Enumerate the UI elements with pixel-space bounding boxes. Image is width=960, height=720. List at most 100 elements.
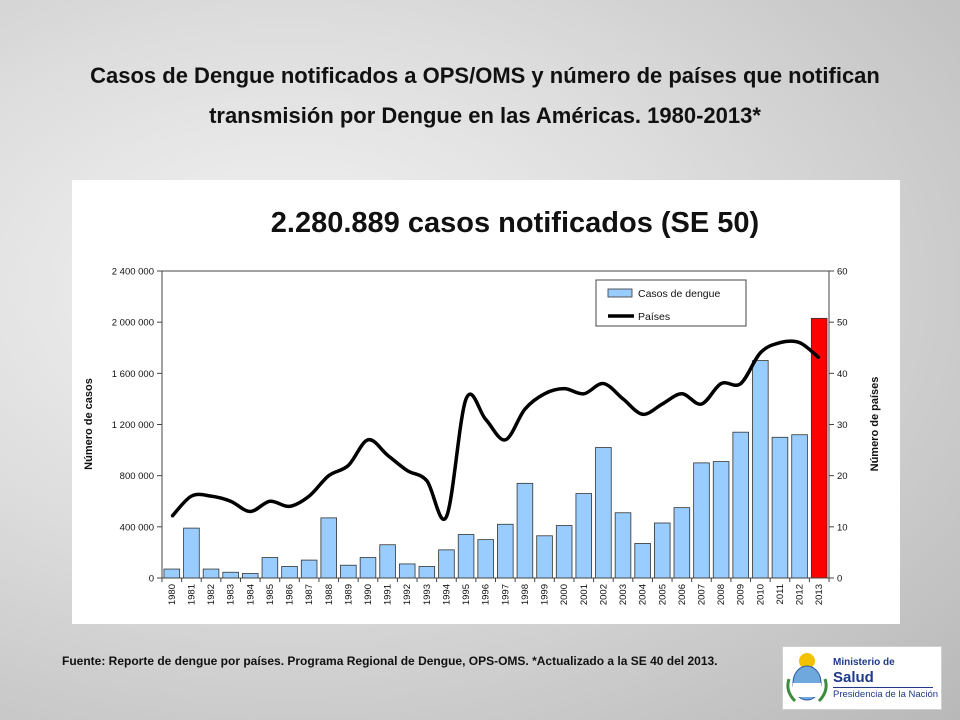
axes: 0 400 000 800 000 1 200 000 1 600 000 2 000 0… <box>112 267 848 606</box>
y-tick-label: 0 <box>149 574 154 585</box>
point-paises-2002 <box>602 382 605 385</box>
point-paises-1999 <box>543 393 546 395</box>
point-paises-1985 <box>269 500 271 503</box>
y2-tick-label: 40 <box>837 369 848 380</box>
legend-label-paises: Países <box>638 311 670 323</box>
footer-source: Fuente: Reporte de dengue por países. Pr… <box>62 654 718 668</box>
legend-swatch-casos <box>607 288 633 298</box>
series-line-paises <box>170 339 821 521</box>
x-tick-label: 1988 <box>324 584 335 605</box>
point-paises-1989 <box>347 464 350 467</box>
logo-line-ministerio: Ministerio de <box>833 657 895 668</box>
point-paises-1986 <box>288 505 291 508</box>
x-tick-label: 2002 <box>598 584 609 605</box>
bar-1994 <box>438 549 455 579</box>
logo-line-presidencia: Presidencia de la Nación <box>833 689 939 700</box>
x-tick-label: 1995 <box>461 584 472 605</box>
chart-title: 2.280.889 casos notificados (SE 50) <box>271 207 759 239</box>
bar-1988 <box>320 517 337 579</box>
bar-1984 <box>242 573 259 579</box>
ministry-logo: Ministerio de Salud Presidencia de la Na… <box>782 646 942 710</box>
point-paises-1983 <box>229 500 232 503</box>
bar-1999 <box>536 535 553 579</box>
bar-2010 <box>752 360 769 579</box>
point-paises-1993 <box>426 479 428 482</box>
y-tick-label: 2 400 000 <box>112 267 154 278</box>
y-tick-label: 1 200 000 <box>112 420 154 431</box>
bar-1989 <box>340 564 357 579</box>
x-tick-label: 1996 <box>481 584 492 605</box>
x-tick-label: 2005 <box>657 584 668 605</box>
x-tick-label: 1983 <box>226 584 237 605</box>
slide-title: Casos de Dengue notificados a OPS/OMS y … <box>90 63 880 128</box>
x-tick-label: 1987 <box>304 584 315 605</box>
coat-of-arms-icon <box>786 653 828 703</box>
x-tick-label: 2000 <box>559 584 570 605</box>
x-tick-label: 1981 <box>186 584 197 605</box>
point-paises-1980 <box>171 515 173 518</box>
point-paises-1998 <box>524 408 526 410</box>
point-paises-2007 <box>700 403 703 405</box>
point-paises-1996 <box>484 418 487 421</box>
point-paises-2003 <box>622 398 624 400</box>
x-tick-label: 2007 <box>696 584 707 605</box>
x-tick-label: 2006 <box>677 584 688 605</box>
x-tick-label: 1982 <box>206 584 217 605</box>
bar-2011 <box>771 436 789 579</box>
point-paises-1997 <box>504 439 507 441</box>
y-axis-label: Número de casos <box>83 378 95 470</box>
x-tick-label: 2008 <box>716 584 727 605</box>
y-tick-label: 1 600 000 <box>112 369 154 380</box>
logo-line-salud: Salud <box>833 669 874 686</box>
bar-1983 <box>222 571 239 579</box>
bar-1992 <box>398 563 416 579</box>
x-tick-label: 2012 <box>795 584 806 605</box>
x-tick-label: 2011 <box>775 584 786 604</box>
point-paises-2012 <box>798 341 801 344</box>
x-tick-label: 2001 <box>579 584 590 605</box>
bar-2002 <box>595 447 612 579</box>
bar-2009 <box>732 431 749 579</box>
point-paises-2011 <box>779 341 781 344</box>
bar-1982 <box>202 568 220 579</box>
bar-2005 <box>654 522 671 579</box>
point-paises-2006 <box>681 393 683 395</box>
x-tick-label: 2010 <box>755 584 766 605</box>
bar-1986 <box>281 566 298 579</box>
point-paises-2010 <box>759 352 762 354</box>
point-paises-2000 <box>563 387 565 390</box>
point-paises-1992 <box>406 469 409 472</box>
legend-box <box>595 279 747 327</box>
point-paises-2001 <box>582 393 585 395</box>
x-tick-label: 2009 <box>736 584 747 605</box>
point-paises-2008 <box>720 382 722 385</box>
y2-tick-label: 50 <box>837 318 848 329</box>
point-paises-1981 <box>190 495 193 497</box>
x-tick-label: 1999 <box>540 584 551 605</box>
x-tick-label: 1984 <box>245 584 256 605</box>
y-tick-label: 800 000 <box>120 471 154 482</box>
bar-1993 <box>418 566 436 579</box>
y2-tick-label: 60 <box>837 267 848 278</box>
bar-1981 <box>183 527 200 579</box>
point-paises-1994 <box>445 515 448 518</box>
point-paises-1982 <box>210 495 212 497</box>
bar-1995 <box>457 534 475 579</box>
bar-2008 <box>712 461 730 579</box>
bar-2012 <box>791 434 808 579</box>
bar-2006 <box>673 507 691 579</box>
x-tick-label: 1997 <box>500 584 511 605</box>
y2-tick-label: 20 <box>837 471 848 482</box>
bar-2004 <box>634 543 651 579</box>
bar-1996 <box>477 539 494 579</box>
x-tick-label: 1998 <box>520 584 531 605</box>
point-paises-2004 <box>641 413 644 416</box>
bar-2007 <box>693 462 710 579</box>
y2-axis-label: Número de países <box>869 377 881 472</box>
x-tick-label: 1991 <box>383 584 394 605</box>
legend-label-casos: Casos de dengue <box>638 288 720 300</box>
x-tick-label: 1989 <box>343 584 354 605</box>
x-tick-label: 2004 <box>638 584 649 605</box>
y2-tick-label: 0 <box>837 574 842 585</box>
bar-1987 <box>300 559 318 579</box>
